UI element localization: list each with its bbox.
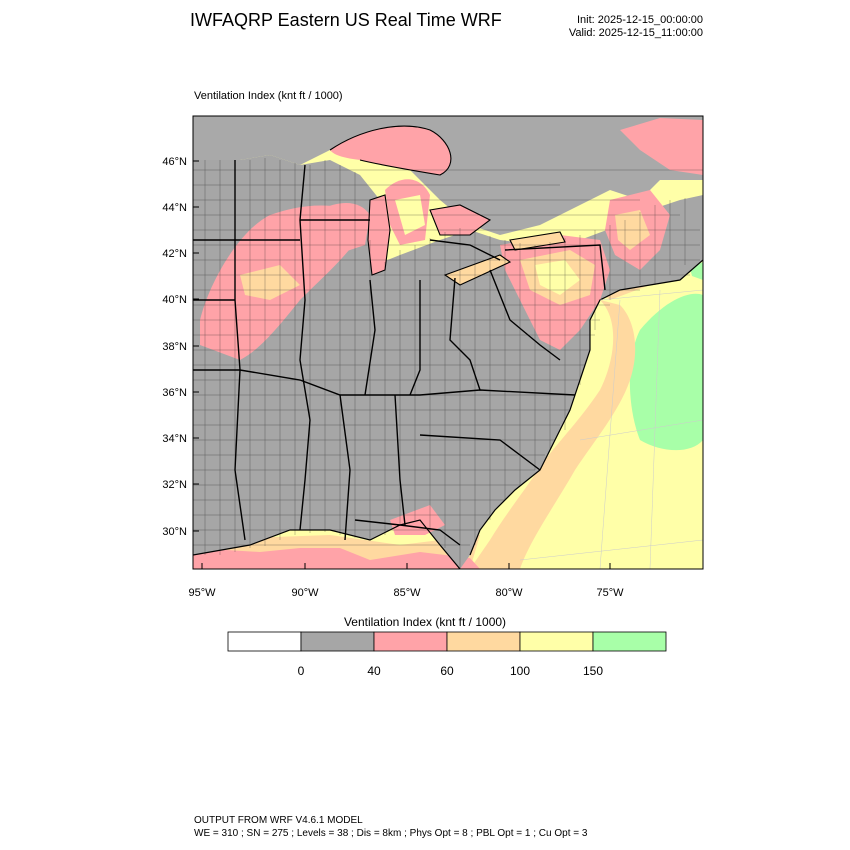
colorbar-label: 60 bbox=[440, 664, 454, 678]
footer-model: OUTPUT FROM WRF V4.6.1 MODEL bbox=[194, 815, 363, 826]
green-region bbox=[629, 293, 703, 451]
lat-label: 44°N bbox=[162, 202, 187, 214]
colorbar bbox=[227, 631, 667, 652]
lake-ontario bbox=[510, 232, 565, 250]
lat-label: 42°N bbox=[162, 248, 187, 260]
pink-lake-superior bbox=[330, 126, 451, 175]
colorbar-box bbox=[446, 631, 521, 652]
colorbar-box bbox=[300, 631, 375, 652]
lat-label: 32°N bbox=[162, 479, 187, 491]
lat-label: 46°N bbox=[162, 156, 187, 168]
map-frame bbox=[192, 115, 704, 570]
lon-axis: 95°W 90°W 85°W 80°W 75°W bbox=[188, 563, 624, 599]
lat-label: 36°N bbox=[162, 387, 187, 399]
lat-label: 34°N bbox=[162, 433, 187, 445]
orange-coastal-band bbox=[470, 300, 636, 569]
colorbar-box bbox=[519, 631, 594, 652]
lon-label: 85°W bbox=[393, 587, 421, 599]
orange-illinois bbox=[240, 265, 300, 300]
lon-label: 80°W bbox=[495, 587, 523, 599]
lon-label: 75°W bbox=[596, 587, 624, 599]
colorbar-label: 40 bbox=[367, 664, 381, 678]
map-panel bbox=[193, 116, 703, 569]
coastline bbox=[193, 259, 703, 569]
valid-time: Valid: 2025-12-15_11:00:00 bbox=[568, 27, 703, 39]
lake-erie bbox=[445, 255, 510, 285]
canada-region bbox=[193, 116, 703, 235]
colorbar-box bbox=[227, 631, 302, 652]
init-time: Init: 2025-12-15_00:00:00 bbox=[577, 14, 703, 26]
footer-config: WE = 310 ; SN = 275 ; Levels = 38 ; Dis … bbox=[194, 828, 588, 839]
colorbar-label: 100 bbox=[509, 664, 531, 678]
pink-gulf bbox=[193, 548, 480, 569]
pink-wisconsin bbox=[320, 203, 370, 255]
lat-label: 38°N bbox=[162, 341, 187, 353]
colorbar-box bbox=[592, 631, 667, 652]
pink-canada-ne bbox=[620, 118, 703, 175]
lat-axis: 46°N 44°N 42°N 40°N 38°N 36°N 34°N 32°N 30°N bbox=[162, 156, 199, 538]
lon-label: 90°W bbox=[291, 587, 319, 599]
lon-label: 95°W bbox=[188, 587, 216, 599]
colorbar-box bbox=[373, 631, 448, 652]
lat-label: 40°N bbox=[162, 294, 187, 306]
graticule bbox=[519, 289, 703, 569]
field-label: Ventilation Index (knt ft / 1000) bbox=[194, 90, 343, 102]
colorbar-label: 0 bbox=[297, 664, 305, 678]
plot-title: IWFAQRP Eastern US Real Time WRF bbox=[190, 10, 502, 30]
colorbar-title: Ventilation Index (knt ft / 1000) bbox=[343, 615, 507, 629]
state-boundaries bbox=[193, 160, 606, 546]
lake-shorelines bbox=[329, 125, 566, 286]
pink-florida-panhandle bbox=[390, 505, 445, 535]
lat-label: 30°N bbox=[162, 526, 187, 538]
yellow-pa bbox=[535, 260, 580, 295]
colorbar-label: 150 bbox=[582, 664, 604, 678]
